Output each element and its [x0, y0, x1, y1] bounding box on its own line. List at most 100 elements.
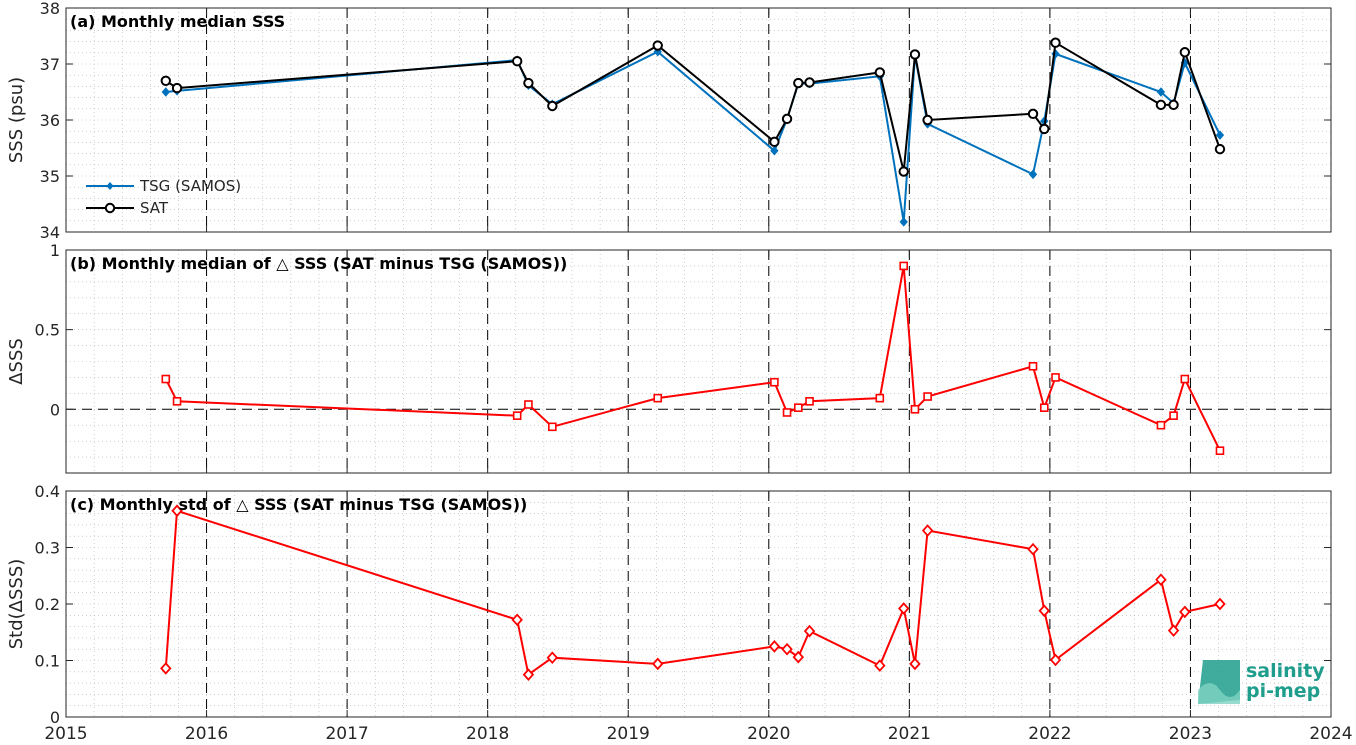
data-point — [160, 662, 172, 675]
data-point — [782, 408, 792, 417]
panel-title: (b) Monthly median of △ SSS (SAT minus T… — [70, 254, 567, 273]
data-point — [1167, 624, 1180, 637]
y-tick-label: 0 — [50, 400, 60, 419]
data-point — [1039, 123, 1050, 135]
data-point — [781, 642, 793, 656]
data-point — [1051, 373, 1060, 382]
data-point — [171, 82, 183, 94]
data-point — [1038, 604, 1050, 618]
data-point — [781, 113, 793, 125]
data-point — [1028, 361, 1038, 371]
y-tick-label: 0.5 — [35, 321, 60, 340]
data-point — [923, 392, 932, 401]
x-tick-label: 2022 — [1028, 724, 1071, 744]
data-point — [804, 77, 815, 88]
panel-title: (c) Monthly std of △ SSS (SAT minus TSG … — [70, 495, 527, 514]
series-line-delta — [164, 509, 1221, 677]
data-point — [1169, 411, 1178, 420]
x-tick-label: 2019 — [607, 724, 650, 744]
legend-marker — [106, 182, 114, 190]
logo-text-salinity: salinity — [1246, 660, 1325, 682]
data-point — [653, 393, 663, 403]
data-point — [546, 651, 559, 665]
x-tick-label: 2018 — [466, 724, 509, 744]
y-tick-label: 0 — [50, 708, 60, 727]
data-point — [652, 40, 663, 51]
data-point — [1180, 374, 1190, 384]
data-point — [899, 261, 909, 271]
data-point — [793, 77, 804, 89]
data-point — [1051, 49, 1060, 59]
y-tick-label: 0.1 — [35, 652, 60, 671]
legend-label: TSG (SAMOS) — [139, 177, 241, 195]
panel-title: (a) Monthly median SSS — [70, 12, 285, 31]
data-point — [1049, 653, 1062, 667]
data-point — [1028, 169, 1038, 180]
data-point — [793, 403, 803, 412]
y-tick-label: 34 — [40, 223, 60, 242]
data-point — [1215, 130, 1225, 140]
data-point — [921, 524, 934, 537]
y-axis-label: Std(ΔSSS) — [6, 559, 27, 650]
data-point — [1179, 605, 1191, 619]
x-tick-label: 2016 — [185, 724, 228, 744]
data-point — [161, 87, 170, 97]
data-point — [1039, 403, 1049, 412]
data-point — [768, 640, 781, 653]
data-point — [1027, 542, 1039, 556]
data-point — [803, 624, 816, 638]
data-point — [1050, 37, 1061, 48]
panel-1: 34 35 36 37 38 SSS (psu) (a) Monthly median SS… — [6, 0, 1332, 242]
panel-3: 0 0.1 0.2 0.3 0.4 Std(ΔSSS) (c) Monthly std of… — [6, 482, 1332, 727]
y-tick-label: 0.4 — [35, 482, 60, 501]
y-tick-label: 38 — [40, 0, 60, 18]
data-point — [511, 56, 523, 67]
legend: TSG (SAMOS) SAT — [86, 177, 241, 217]
data-point — [909, 657, 921, 671]
data-point — [547, 100, 558, 112]
data-point — [523, 77, 534, 89]
data-point — [522, 668, 535, 681]
data-point — [161, 374, 171, 384]
y-tick-label: 0.2 — [35, 595, 60, 614]
data-point — [922, 114, 933, 126]
data-point — [769, 136, 780, 148]
panel-2: 0 0.5 1 ΔSSS (b) Monthly median of △ SSS (SA… — [6, 241, 1332, 474]
y-tick-label: 37 — [40, 55, 60, 74]
data-point — [1027, 108, 1039, 120]
data-point — [1214, 143, 1226, 155]
y-tick-label: 0.3 — [35, 539, 60, 558]
data-point — [770, 146, 779, 156]
data-point — [1156, 420, 1166, 430]
x-tick-label: 2017 — [325, 724, 368, 744]
y-tick-label: 35 — [40, 167, 60, 186]
x-tick-label: 2024 — [1309, 724, 1352, 744]
axes-box — [65, 249, 1332, 474]
data-point — [875, 393, 885, 403]
data-point — [874, 67, 886, 78]
data-point — [792, 650, 805, 664]
series-line-delta — [164, 265, 1221, 452]
data-point — [1179, 47, 1191, 58]
data-point — [1155, 99, 1167, 111]
data-point — [524, 400, 533, 409]
data-point — [770, 377, 779, 387]
y-tick-label: 36 — [40, 111, 60, 130]
data-point — [511, 613, 523, 627]
data-point — [874, 659, 886, 672]
data-point — [805, 397, 814, 406]
data-point — [898, 166, 909, 177]
x-tick-label: 2023 — [1169, 724, 1212, 744]
data-point — [1156, 87, 1166, 97]
data-point — [1215, 446, 1225, 456]
data-point — [160, 75, 171, 87]
data-point — [1214, 597, 1226, 611]
data-point — [548, 422, 557, 432]
x-tick-label: 2020 — [747, 724, 790, 744]
data-point — [1168, 99, 1179, 111]
data-point — [1155, 573, 1167, 587]
series-line-SAT — [165, 41, 1221, 172]
legend-label: SAT — [140, 199, 169, 217]
